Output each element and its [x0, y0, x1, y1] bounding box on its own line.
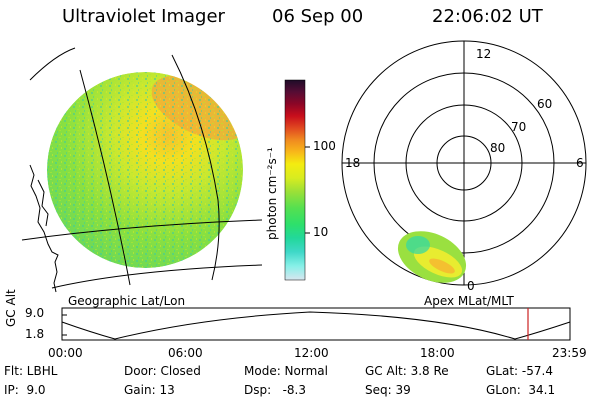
mlt-label-18: 18 [345, 156, 361, 170]
time-tick-1200: 12:00 [294, 346, 329, 360]
lat-label-80: 80 [490, 141, 506, 155]
status-glon: GLon: 34.1 [486, 383, 556, 397]
apex-label: Apex MLat/MLT [424, 294, 514, 308]
mlt-label-0: 0 [467, 279, 475, 293]
lat-label-60: 60 [537, 97, 553, 111]
status-gain: Gain: 13 [124, 383, 175, 397]
time-tick-1800: 18:00 [420, 346, 455, 360]
colorbar-tick-100: 100 [313, 139, 336, 153]
altitude-axis-label: GC Alt [4, 289, 18, 327]
status-glat: GLat: -57.4 [486, 364, 553, 378]
mlt-label-6: 6 [576, 156, 584, 170]
status-ip: IP: 9.0 [4, 383, 46, 397]
altitude-curve [61, 311, 571, 340]
geographic-label: Geographic Lat/Lon [68, 294, 186, 308]
status-seq: Seq: 39 [365, 383, 411, 397]
time-tick-0000: 00:00 [48, 346, 83, 360]
geographic-grid [21, 47, 263, 289]
observation-time: 22:06:02 UT [432, 6, 543, 27]
alt-tick-9: 9.0 [25, 306, 45, 320]
status-dsp: Dsp: -8.3 [244, 383, 307, 397]
time-tick-2359: 23:59 [552, 346, 587, 360]
observation-date: 06 Sep 00 [272, 6, 364, 27]
status-door: Door: Closed [124, 364, 201, 378]
polar-auroral-oval [397, 231, 467, 283]
alt-tick-1-8: 1.8 [25, 327, 45, 341]
lat-label-70: 70 [511, 120, 527, 134]
time-tick-0600: 06:00 [168, 346, 203, 360]
status-filter: Flt: LBHL [4, 364, 58, 378]
mlt-label-12: 12 [476, 47, 492, 61]
status-gc-alt: GC Alt: 3.8 Re [365, 364, 449, 378]
earth-disc-image [47, 72, 243, 268]
coastline [29, 164, 59, 293]
colorbar-tick-10: 10 [313, 225, 329, 239]
status-mode: Mode: Normal [244, 364, 328, 378]
instrument-title: Ultraviolet Imager [62, 6, 225, 27]
